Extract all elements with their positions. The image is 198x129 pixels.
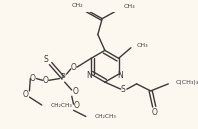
Text: O: O bbox=[30, 74, 36, 83]
Text: N: N bbox=[87, 71, 92, 80]
Text: O: O bbox=[23, 90, 29, 99]
Text: CH₃: CH₃ bbox=[123, 4, 135, 9]
Text: O: O bbox=[151, 108, 157, 117]
Text: N: N bbox=[117, 71, 123, 80]
Text: O: O bbox=[72, 87, 78, 96]
Text: S: S bbox=[44, 55, 49, 64]
Text: CH₂CH₃: CH₂CH₃ bbox=[51, 103, 72, 107]
Text: P: P bbox=[61, 73, 65, 82]
Text: O: O bbox=[42, 76, 48, 85]
Text: CH₂: CH₂ bbox=[71, 3, 83, 8]
Text: CH₂CH₃: CH₂CH₃ bbox=[95, 114, 117, 119]
Text: O: O bbox=[70, 63, 76, 72]
Text: CH₃: CH₃ bbox=[136, 43, 148, 48]
Text: C(CH₃)₃: C(CH₃)₃ bbox=[175, 80, 198, 85]
Text: O: O bbox=[74, 101, 80, 110]
Text: S: S bbox=[121, 85, 126, 94]
